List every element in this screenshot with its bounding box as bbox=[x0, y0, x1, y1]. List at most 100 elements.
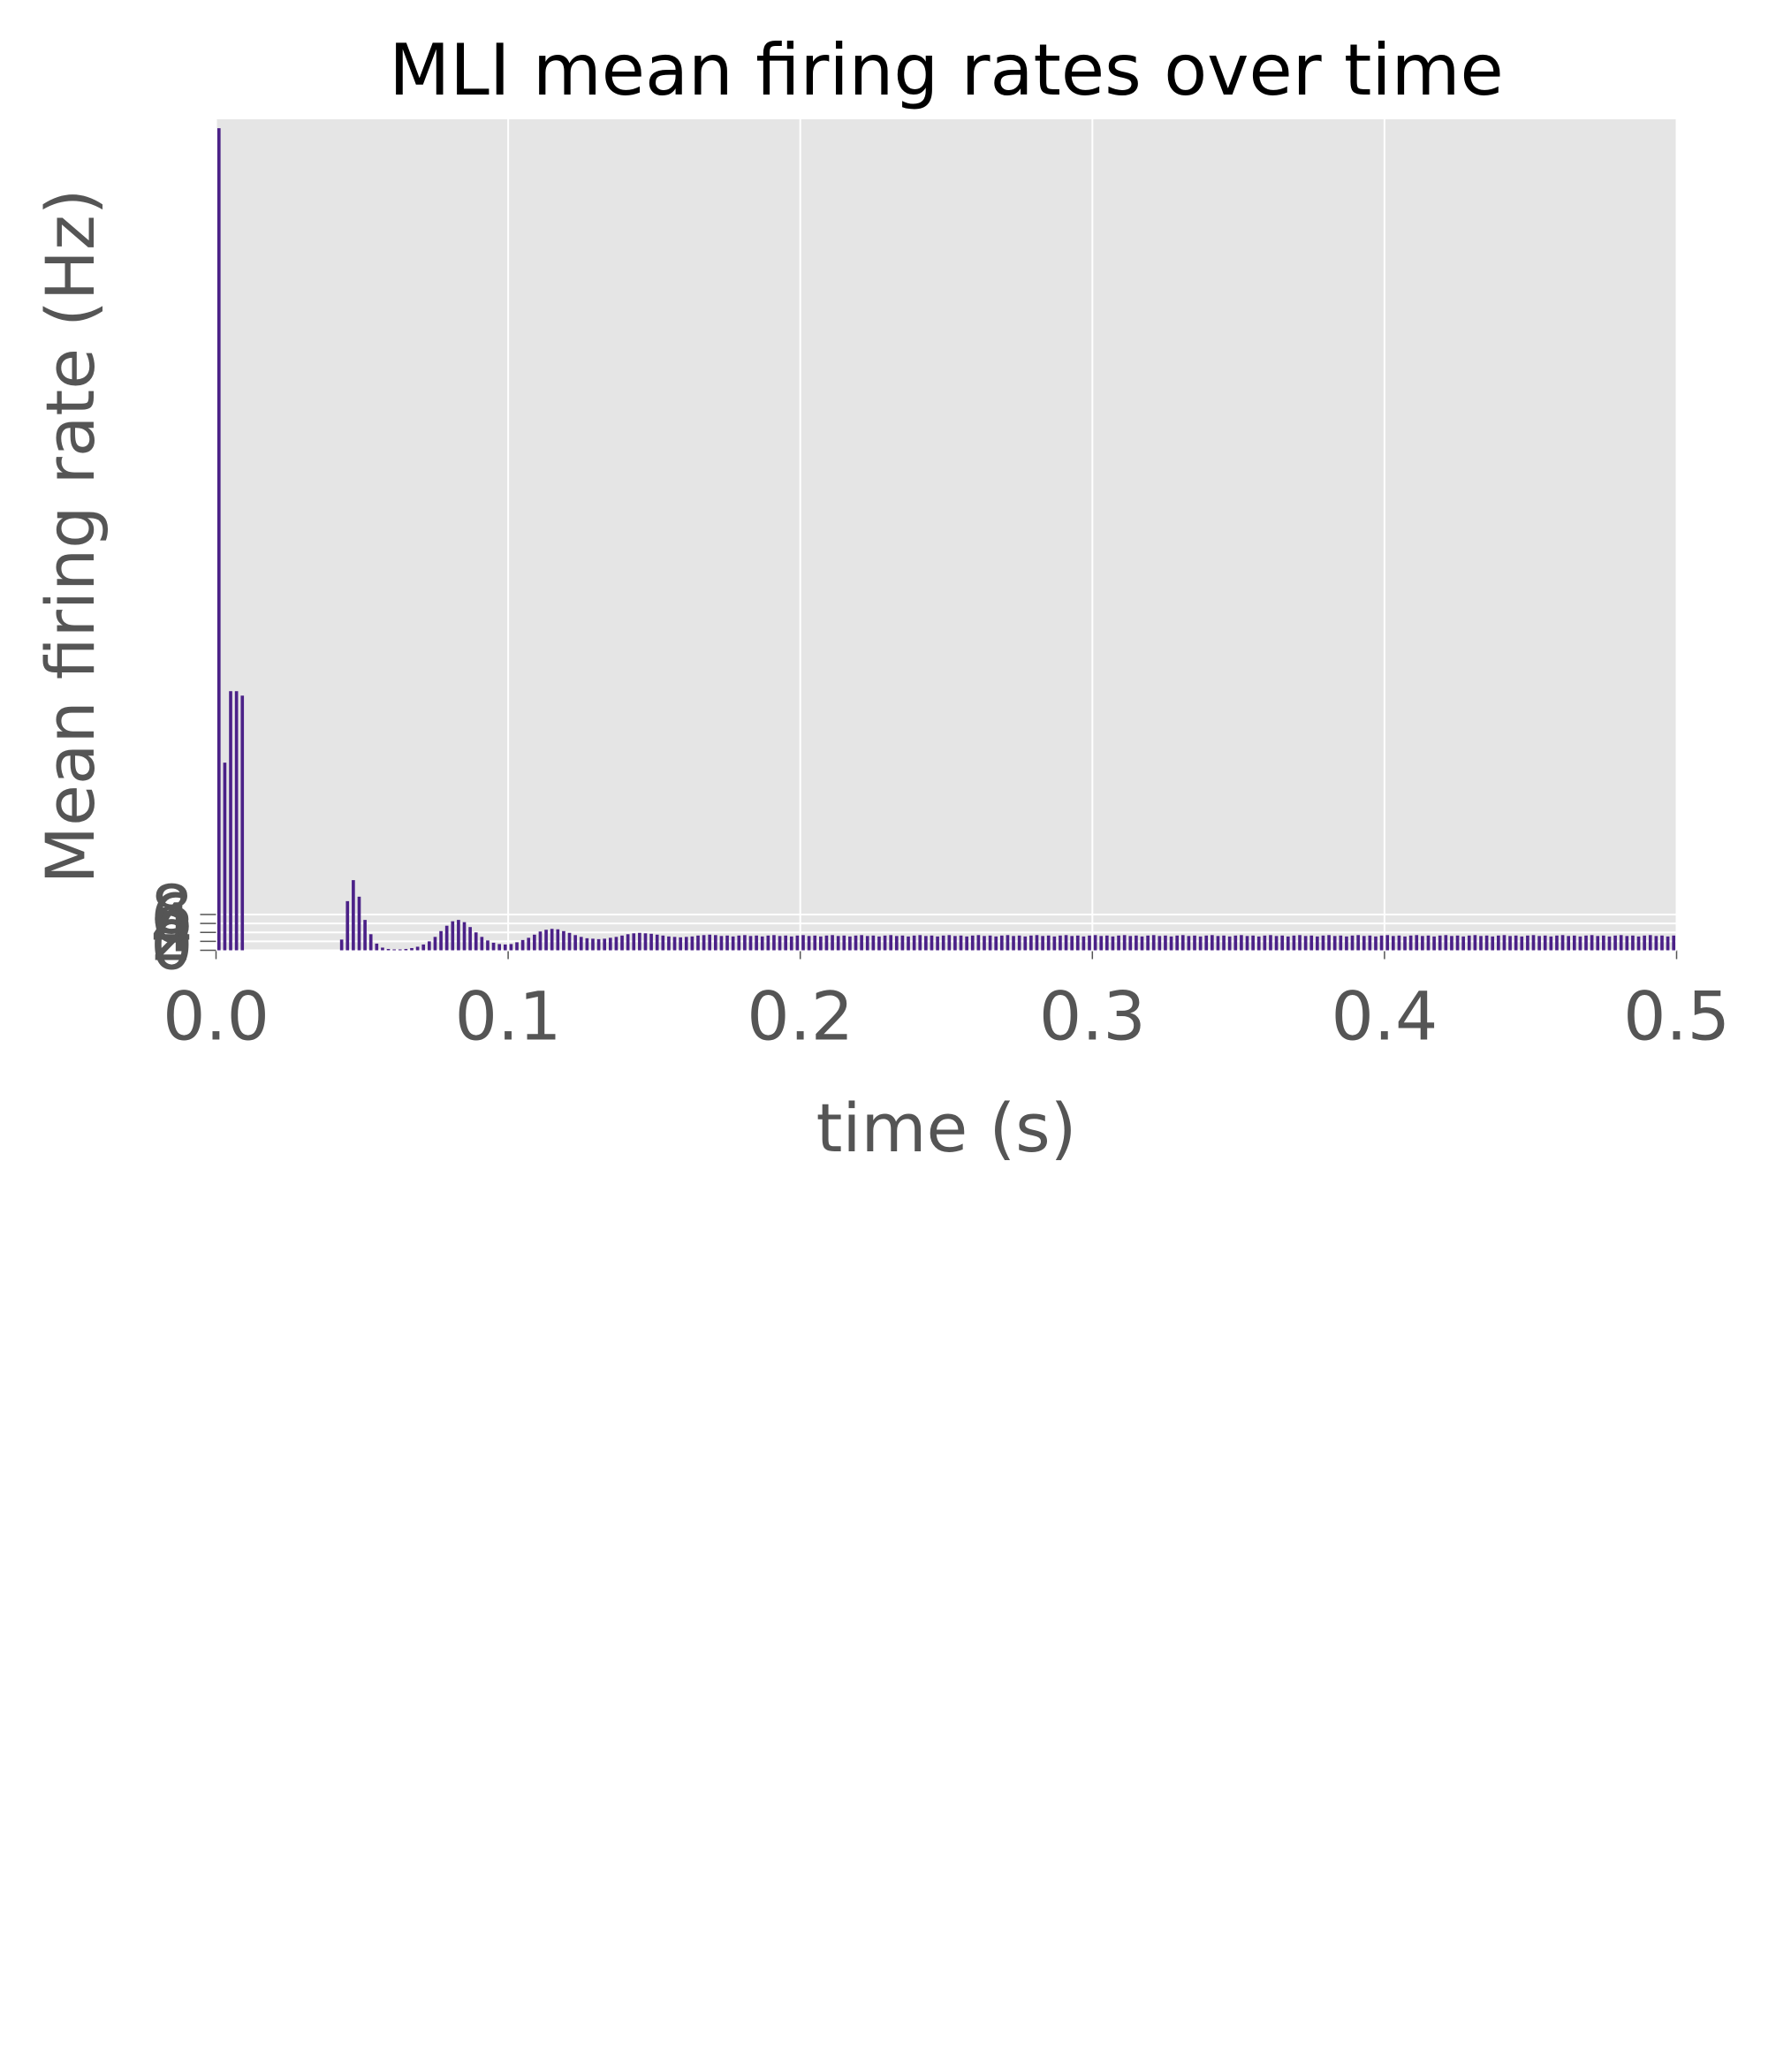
bar bbox=[1128, 936, 1133, 951]
bar bbox=[1263, 935, 1267, 951]
bar bbox=[1467, 935, 1471, 951]
bar bbox=[1491, 936, 1495, 951]
bar bbox=[1549, 936, 1553, 951]
bar bbox=[234, 691, 239, 951]
bar bbox=[994, 936, 998, 951]
bar bbox=[345, 900, 350, 951]
bar bbox=[503, 944, 507, 951]
bar bbox=[1169, 936, 1173, 951]
chart-title: MLI mean firing rates over time bbox=[389, 29, 1504, 111]
x-tick-label: 0.4 bbox=[1331, 976, 1438, 1055]
bar bbox=[1251, 935, 1255, 951]
bar bbox=[1269, 935, 1272, 951]
bar bbox=[392, 949, 396, 951]
bar bbox=[1368, 935, 1372, 951]
bar bbox=[1111, 936, 1115, 951]
bar bbox=[1660, 935, 1664, 951]
bar bbox=[970, 935, 975, 951]
bar bbox=[1012, 936, 1015, 951]
bar bbox=[649, 933, 653, 951]
bar bbox=[1508, 936, 1512, 951]
bar bbox=[679, 937, 682, 951]
bar bbox=[1497, 935, 1500, 951]
bar bbox=[1052, 936, 1057, 951]
y-tick-label: 4 bbox=[150, 888, 193, 967]
bar bbox=[1537, 936, 1541, 951]
bar bbox=[1046, 935, 1051, 951]
bar bbox=[1444, 935, 1448, 951]
bar bbox=[1473, 935, 1477, 951]
bar bbox=[363, 920, 367, 951]
bar bbox=[900, 935, 905, 951]
bar bbox=[375, 943, 379, 951]
bar bbox=[1146, 935, 1150, 951]
bar bbox=[573, 935, 577, 951]
bar bbox=[1584, 935, 1588, 951]
bar bbox=[824, 935, 829, 951]
bar bbox=[1379, 935, 1384, 951]
bar bbox=[1070, 936, 1074, 951]
bar bbox=[1362, 936, 1366, 951]
bar bbox=[1350, 935, 1355, 951]
y-tick-label: 0 bbox=[150, 906, 193, 984]
bar bbox=[1613, 935, 1617, 951]
x-tick-label: 0.3 bbox=[1039, 976, 1146, 1055]
bar bbox=[871, 935, 876, 951]
bar bbox=[433, 937, 437, 951]
bar bbox=[877, 936, 881, 951]
bar bbox=[831, 935, 834, 951]
bar bbox=[428, 941, 431, 951]
bar bbox=[1303, 936, 1308, 951]
bar bbox=[1088, 935, 1091, 951]
bar bbox=[603, 938, 607, 951]
bar bbox=[1572, 935, 1576, 951]
bar bbox=[1421, 936, 1424, 951]
bar bbox=[1233, 935, 1238, 951]
x-tick-label: 0.5 bbox=[1623, 976, 1730, 1055]
bar bbox=[801, 935, 805, 951]
bar bbox=[240, 695, 245, 951]
bar bbox=[1543, 935, 1547, 951]
bar bbox=[415, 946, 420, 951]
bar bbox=[515, 942, 519, 951]
bar bbox=[1643, 935, 1646, 951]
bar bbox=[1093, 935, 1097, 951]
y-axis-label: Mean firing rate (Hz) bbox=[31, 189, 110, 884]
bar bbox=[1356, 935, 1360, 951]
bar bbox=[1204, 935, 1209, 951]
bar bbox=[965, 936, 968, 951]
bar bbox=[1180, 935, 1185, 951]
bar bbox=[1135, 935, 1138, 951]
y-tick-label: 2 bbox=[150, 897, 193, 975]
bar bbox=[883, 935, 887, 951]
bar bbox=[889, 935, 893, 951]
bar bbox=[1567, 936, 1570, 951]
bar bbox=[755, 935, 758, 951]
bar bbox=[1035, 935, 1039, 951]
bar bbox=[643, 933, 648, 951]
bar bbox=[1105, 935, 1109, 951]
bar bbox=[930, 935, 934, 951]
bar bbox=[520, 939, 525, 951]
bar bbox=[638, 932, 641, 951]
bar bbox=[626, 934, 630, 951]
bar bbox=[1175, 935, 1179, 951]
bar bbox=[807, 936, 811, 951]
y-tick-label: 8 bbox=[150, 870, 193, 949]
bar bbox=[1280, 935, 1285, 951]
bar bbox=[1619, 935, 1623, 951]
bar bbox=[404, 948, 408, 951]
bar bbox=[527, 937, 531, 951]
bar bbox=[983, 936, 986, 951]
bar bbox=[1345, 936, 1348, 951]
bar bbox=[743, 935, 747, 951]
bar bbox=[1531, 935, 1536, 951]
bar bbox=[918, 935, 922, 951]
bar bbox=[556, 929, 560, 951]
bar bbox=[836, 936, 840, 951]
bar bbox=[444, 925, 449, 951]
bar bbox=[1602, 935, 1605, 951]
bar bbox=[1164, 935, 1167, 951]
bar bbox=[696, 935, 700, 951]
